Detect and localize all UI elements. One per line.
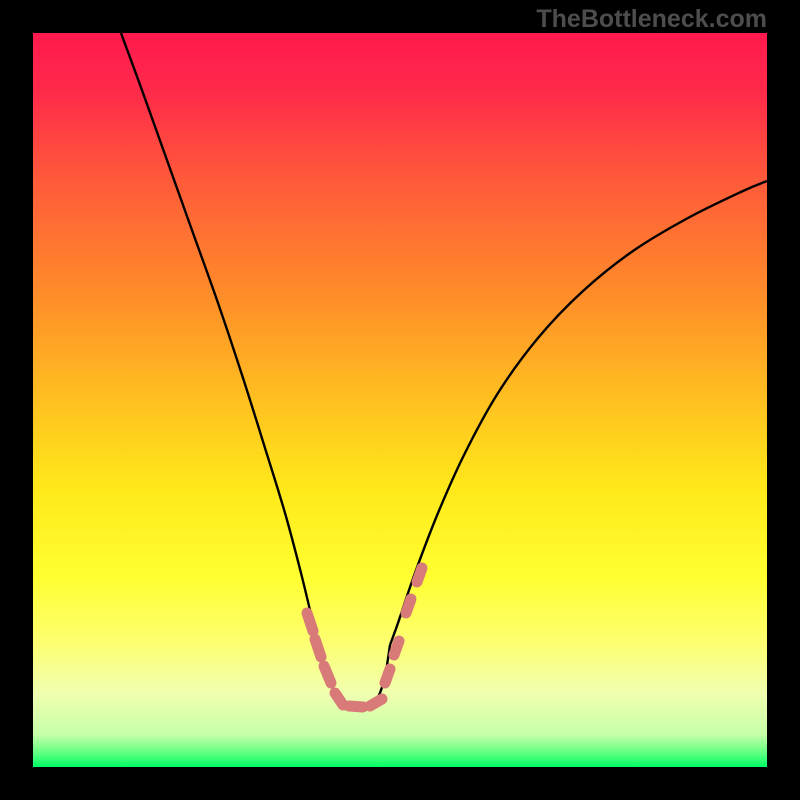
dash-segment [394, 641, 399, 655]
dash-segment [335, 693, 343, 705]
dash-overlay [307, 568, 422, 707]
watermark-text: TheBottleneck.com [536, 5, 767, 34]
dash-segment [406, 599, 411, 613]
dash-segment [370, 699, 382, 706]
dash-segment [417, 568, 422, 582]
chart-svg [33, 33, 767, 767]
dash-segment [349, 706, 363, 707]
dash-segment [307, 613, 313, 631]
dash-segment [385, 669, 390, 683]
plot-area [33, 33, 767, 767]
left-curve [121, 33, 318, 645]
right-curve [390, 181, 767, 645]
dash-segment [315, 639, 321, 657]
chart-stage: TheBottleneck.com [0, 0, 800, 800]
dash-segment [324, 666, 331, 683]
